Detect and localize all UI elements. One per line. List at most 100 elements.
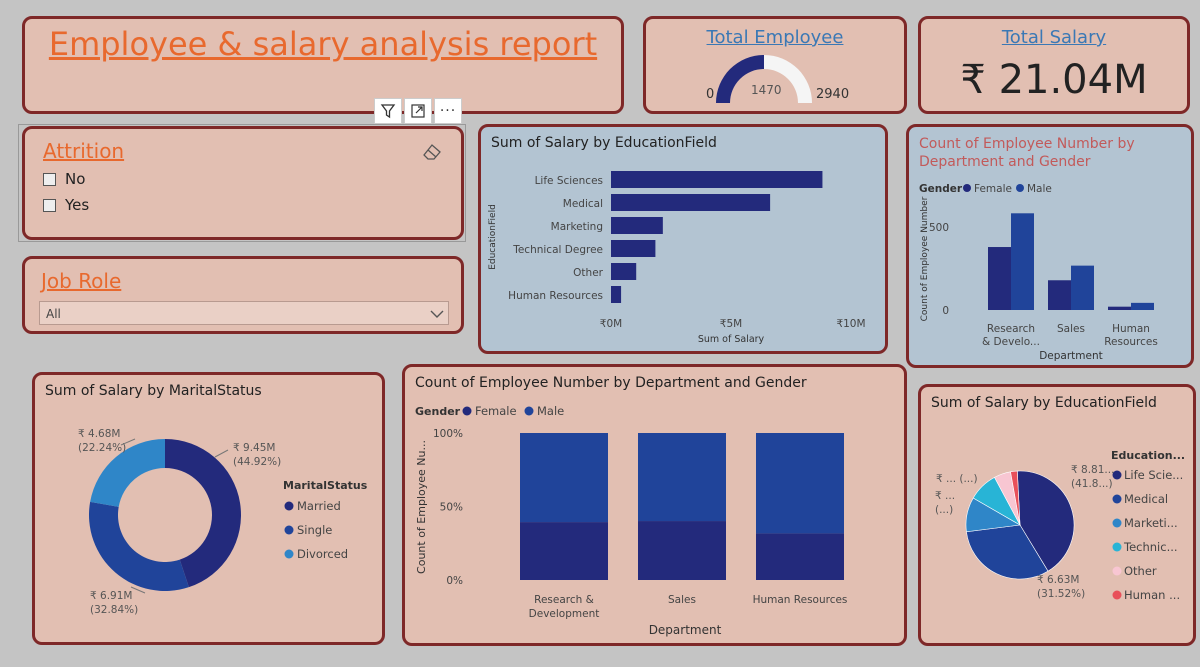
gauge-remaining-arc bbox=[764, 55, 812, 103]
total-employee-card: Total Employee 0 1470 2940 bbox=[643, 16, 907, 114]
edu-pie-callout-label: ₹ ... bbox=[935, 490, 955, 502]
report-title-card: Employee & salary analysis report bbox=[22, 16, 624, 114]
edu-bar-x-tick: ₹5M bbox=[720, 318, 742, 330]
stacked-male-bar bbox=[756, 433, 844, 534]
donut-slice bbox=[90, 439, 165, 507]
dept-gender-legend-title: Gender bbox=[919, 183, 963, 195]
donut-legend-marker bbox=[284, 501, 294, 511]
edu-pie-legend-marker bbox=[1112, 590, 1122, 600]
male-bar bbox=[1131, 302, 1154, 310]
attrition-yes-checkbox[interactable] bbox=[43, 199, 56, 212]
edu-bar bbox=[611, 286, 622, 303]
edu-bar-y-axis-title: EducationField bbox=[488, 204, 498, 270]
stacked-category-label: Sales bbox=[668, 594, 696, 606]
edu-pie-callout-label: (...) bbox=[935, 504, 953, 516]
total-salary-title: Total Salary bbox=[1001, 27, 1107, 48]
donut-leader-line bbox=[130, 586, 146, 594]
stacked-y-tick: 100% bbox=[433, 428, 463, 440]
donut-value-label: ₹ 9.45M bbox=[233, 442, 275, 454]
donut-value-label: ₹ 6.91M bbox=[90, 590, 132, 602]
dept-gender-chart: Gender Female Male 0 500 Research& Develo... S… bbox=[919, 183, 1158, 362]
edu-pie-legend-label: Life Scie... bbox=[1124, 468, 1183, 482]
donut-percent-label: (22.24%) bbox=[78, 442, 126, 454]
dept-gender-x-axis-title: Department bbox=[1039, 350, 1103, 362]
edu-bar-category-label: Technical Degree bbox=[512, 244, 603, 256]
gauge-value-label: 1470 bbox=[751, 83, 782, 97]
edu-bar bbox=[611, 171, 823, 188]
legend-female-marker bbox=[963, 184, 971, 192]
job-role-dropdown[interactable]: All bbox=[39, 301, 449, 325]
edu-pie-slice bbox=[1016, 470, 1075, 572]
edu-bar-x-axis-title: Sum of Salary bbox=[698, 334, 765, 345]
edu-bar-chart: Life Sciences Medical Marketing Technical D… bbox=[488, 171, 866, 345]
edu-pie-callout-label: ₹ ... (...) bbox=[936, 473, 978, 485]
dept-gender-category-label: Research bbox=[987, 323, 1035, 335]
total-employee-gauge bbox=[716, 55, 812, 103]
dept-gender-category-label: & Develo... bbox=[982, 336, 1040, 348]
total-salary-card: Total Salary ₹ 21.04M bbox=[918, 16, 1190, 114]
edu-pie-chart: ₹ 8.81... (41.8...) ₹ 6.63M (31.52%) ₹ ... (.… bbox=[935, 449, 1185, 602]
attrition-slicer-selection bbox=[18, 124, 466, 242]
edu-pie-callout-label: (31.52%) bbox=[1037, 588, 1085, 600]
edu-pie-slice bbox=[966, 524, 1049, 580]
chevron-down-icon bbox=[430, 310, 444, 318]
edu-bar-category-label: Other bbox=[573, 267, 603, 279]
eraser-icon[interactable] bbox=[421, 141, 443, 161]
attrition-no-checkbox[interactable] bbox=[43, 173, 56, 186]
edu-pie-callout-label: ₹ 6.63M bbox=[1037, 574, 1079, 586]
stacked-legend-female-label: Female bbox=[475, 404, 517, 418]
gauge-value-arc bbox=[716, 55, 764, 103]
filter-icon bbox=[380, 104, 396, 119]
stacked-category-label: Development bbox=[529, 608, 600, 620]
donut-legend-marker bbox=[284, 549, 294, 559]
donut-value-label: ₹ 4.68M bbox=[78, 428, 120, 440]
focus-mode-button[interactable] bbox=[404, 98, 432, 124]
edu-pie-legend-marker bbox=[1112, 542, 1122, 552]
report-title: Employee & salary analysis report bbox=[48, 25, 598, 63]
edu-pie-title: Sum of Salary by EducationField bbox=[931, 395, 1157, 411]
edu-bar-x-tick: ₹0M bbox=[600, 318, 622, 330]
female-bar bbox=[1108, 306, 1131, 310]
edu-pie-legend-marker bbox=[1112, 518, 1122, 528]
donut-legend-label: Married bbox=[297, 499, 341, 513]
stacked-legend-female-marker bbox=[462, 406, 472, 416]
dept-gender-category-label: Human bbox=[1112, 323, 1150, 335]
gauge-max-label: 2940 bbox=[816, 87, 850, 102]
marital-donut-card: Sum of Salary by MaritalStatus ₹ 9.45M (4… bbox=[32, 372, 385, 645]
attrition-yes-label[interactable]: Yes bbox=[65, 196, 90, 214]
male-bar bbox=[1071, 265, 1094, 310]
edu-pie-legend-marker bbox=[1112, 566, 1122, 576]
donut-legend-title: MaritalStatus bbox=[283, 479, 368, 492]
stacked-female-bar bbox=[520, 522, 608, 580]
edu-bar bbox=[611, 217, 663, 234]
attrition-no-label[interactable]: No bbox=[65, 170, 86, 188]
legend-female-label: Female bbox=[974, 183, 1012, 195]
stacked-category-label: Research & bbox=[534, 594, 594, 606]
donut-leader-line bbox=[214, 449, 229, 458]
female-bar bbox=[988, 247, 1011, 310]
attrition-slicer: Attrition No Yes bbox=[22, 126, 464, 240]
marital-donut-chart: ₹ 9.45M (44.92%) ₹ 6.91M (32.84%) ₹ 4.68M (22… bbox=[78, 428, 368, 616]
dept-gender-y-axis-title: Count of Employee Number bbox=[920, 196, 930, 321]
gauge-min-label: 0 bbox=[706, 87, 715, 102]
stacked-male-bar bbox=[638, 433, 726, 522]
donut-slice bbox=[88, 501, 189, 591]
edu-bar-title: Sum of Salary by EducationField bbox=[491, 135, 717, 151]
legend-male-marker bbox=[1016, 184, 1024, 192]
dept-stacked-title: Count of Employee Number by Department a… bbox=[415, 375, 807, 391]
edu-bar-category-label: Medical bbox=[563, 198, 603, 210]
total-employee-title: Total Employee bbox=[706, 27, 844, 48]
edu-bar-category-label: Marketing bbox=[551, 221, 603, 233]
dept-gender-y-tick: 0 bbox=[942, 305, 949, 317]
dept-gender-category-label: Sales bbox=[1057, 323, 1085, 335]
donut-leader-line bbox=[120, 438, 136, 446]
filter-button[interactable] bbox=[374, 98, 402, 124]
donut-percent-label: (44.92%) bbox=[233, 456, 281, 468]
more-options-button[interactable]: ··· bbox=[434, 98, 462, 124]
more-options-icon: ··· bbox=[439, 103, 457, 119]
donut-legend-label: Single bbox=[297, 523, 332, 537]
stacked-y-tick: 50% bbox=[440, 502, 463, 514]
stacked-legend-title: Gender bbox=[415, 405, 461, 418]
edu-bar-x-tick: ₹10M bbox=[836, 318, 865, 330]
edu-pie-callout-label: (41.8...) bbox=[1071, 478, 1113, 490]
